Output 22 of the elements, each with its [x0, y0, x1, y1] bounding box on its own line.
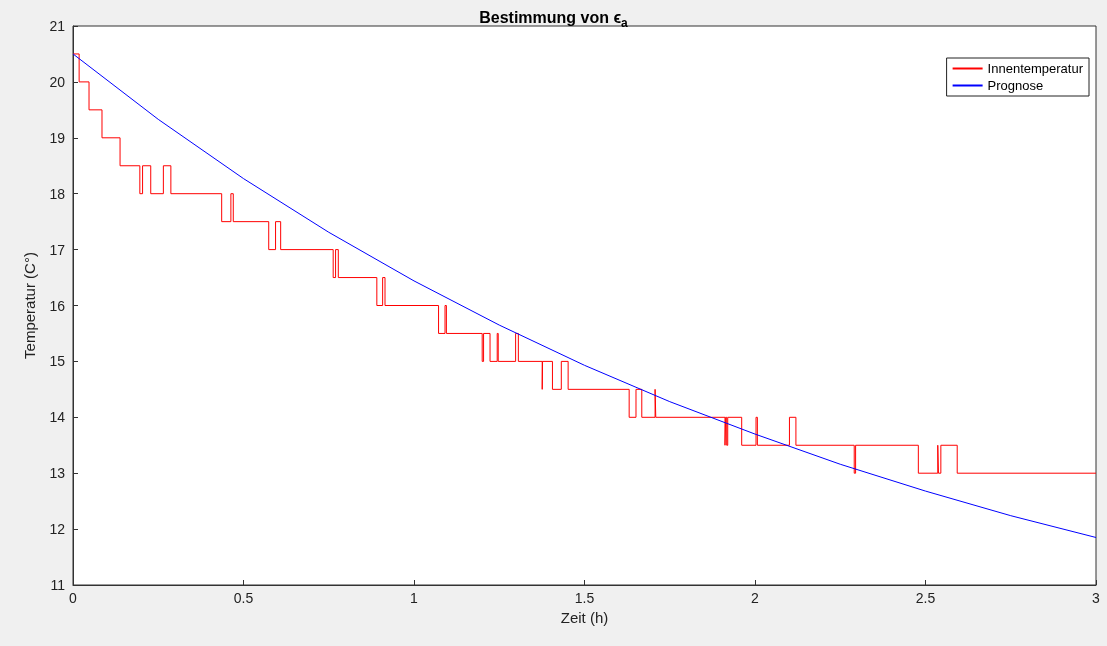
x-tick-label: 3: [1092, 590, 1101, 606]
y-tick-label: 11: [50, 577, 66, 593]
x-tick-label: 0: [69, 590, 78, 606]
y-tick-label: 15: [49, 353, 66, 370]
y-tick-label: 16: [49, 297, 66, 314]
y-tick-label: 17: [49, 241, 66, 258]
x-tick-label: 1: [410, 590, 419, 606]
x-tick-label: 2: [751, 590, 760, 606]
y-tick-label: 14: [49, 409, 66, 426]
y-tick-label: 19: [49, 129, 66, 146]
y-tick-label: 13: [49, 465, 66, 482]
legend-label: Innentemperatur: [987, 61, 1084, 76]
x-tick-label: 2.5: [915, 590, 936, 606]
y-axis-title: Temperatur (C°): [21, 252, 38, 359]
x-axis-title: Zeit (h): [560, 609, 609, 626]
x-tick-label: 0.5: [233, 590, 254, 606]
y-tick-label: 18: [49, 185, 66, 202]
y-tick-label: 21: [49, 18, 66, 34]
legend-label: Prognose: [987, 78, 1044, 93]
y-tick-label: 12: [49, 521, 66, 538]
x-tick-label: 1.5: [574, 590, 595, 606]
y-tick-label: 20: [49, 73, 66, 90]
